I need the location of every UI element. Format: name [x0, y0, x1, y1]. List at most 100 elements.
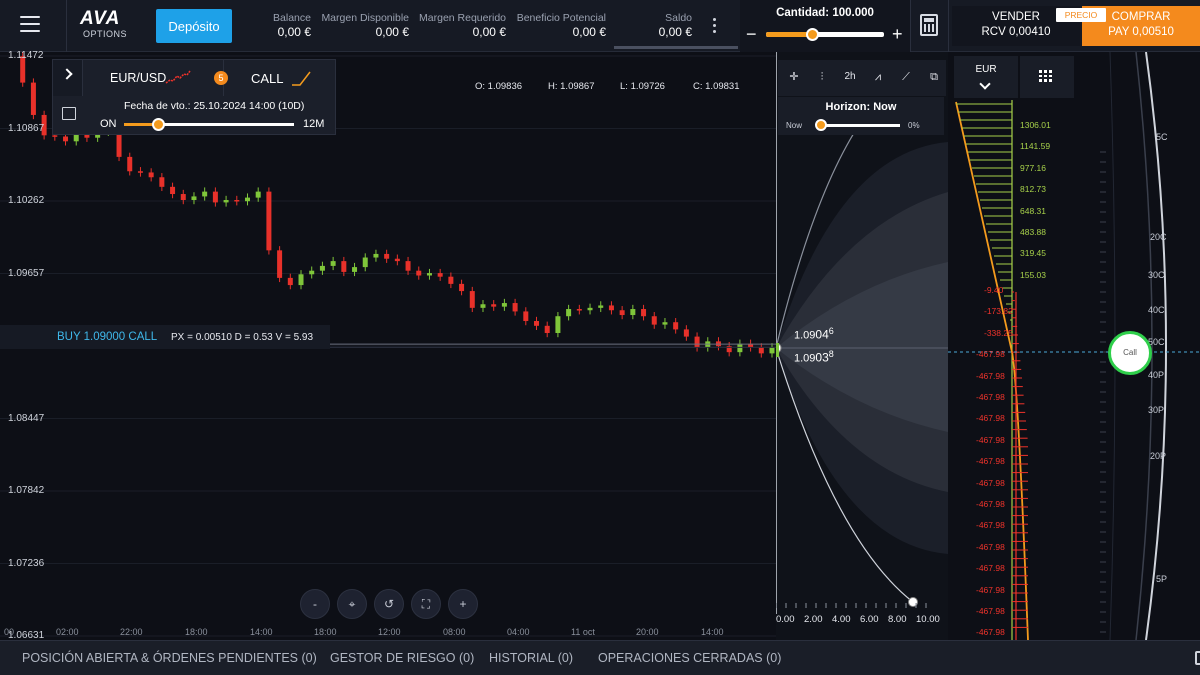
quantity-slider-thumb[interactable] — [806, 28, 820, 41]
candle-body — [319, 265, 325, 271]
window-icon[interactable] — [1195, 651, 1200, 665]
loss-value: -467.98 — [976, 606, 1005, 616]
buy-price: PAY 0,00510 — [1108, 26, 1174, 38]
bottom-tabs: POSICIÓN ABIERTA & ÓRDENES PENDIENTES (0… — [0, 640, 1200, 675]
candle-body — [769, 347, 775, 354]
option-type-selector[interactable]: CALL — [225, 60, 337, 96]
quantity-minus-button[interactable]: − — [746, 24, 757, 44]
calendar-icon[interactable] — [62, 107, 76, 120]
candle-body — [287, 277, 293, 286]
candle-body — [694, 336, 700, 348]
candle-body — [84, 134, 90, 138]
candle-body — [298, 274, 304, 286]
stat-value: 0,00 € — [472, 25, 506, 39]
y-axis-tick: 1.09657 — [8, 267, 45, 279]
tab-history[interactable]: HISTORIAL (0) — [489, 651, 574, 665]
candle-body — [63, 136, 69, 142]
position-greeks: PX = 0.00510 D = 0.53 V = 5.93 — [171, 332, 314, 343]
expiry-slider-fill — [124, 123, 158, 126]
fit-screen-icon[interactable]: ⛶ — [411, 589, 441, 619]
zoom-in-button[interactable]: + — [448, 589, 478, 619]
more-options-icon[interactable] — [710, 18, 718, 34]
currency-selector[interactable]: EUR — [954, 56, 1018, 98]
saldo-underline — [614, 46, 738, 49]
timeframe-button[interactable]: 2h — [844, 71, 856, 82]
y-axis-tick: 1.06631 — [8, 630, 45, 641]
balance-stat: Balance 0,00 € — [273, 12, 311, 40]
candle-body — [180, 194, 186, 201]
candle-body — [255, 191, 261, 198]
candle-body — [384, 253, 390, 259]
price-chart[interactable]: 1.114721.108671.102621.096571.090521.084… — [0, 50, 776, 641]
calculator-icon[interactable] — [920, 14, 938, 36]
horizon-percent: 0% — [908, 121, 920, 130]
candlestick-chart[interactable] — [0, 52, 776, 640]
x-axis-tick: 14:00 — [701, 627, 724, 637]
ohlc-close: C: 1.09831 — [693, 81, 740, 92]
candle-body — [587, 307, 593, 311]
strike-label: 5C — [1156, 132, 1168, 142]
draw-line-icon[interactable]: ⟋ — [902, 71, 910, 83]
strike-label: 20C — [1150, 232, 1167, 242]
menu-icon[interactable] — [20, 16, 40, 32]
quantity-plus-button[interactable]: + — [892, 24, 903, 44]
expiry-slider[interactable] — [124, 118, 294, 131]
expiry-slider-thumb[interactable] — [152, 118, 165, 131]
tab-open-positions[interactable]: POSICIÓN ABIERTA & ÓRDENES PENDIENTES (0… — [22, 651, 317, 665]
expiry-slider-min: ON — [100, 118, 117, 130]
pair-badge: 5 — [214, 71, 228, 85]
candle-body — [116, 129, 122, 157]
stat-label: Balance — [273, 12, 311, 24]
reset-icon[interactable]: ↺ — [374, 589, 404, 619]
candle-body — [223, 200, 229, 203]
call-strike-marker[interactable]: Call — [1108, 331, 1152, 375]
pair-label: EUR/USD — [110, 71, 167, 85]
price-badge[interactable]: PRECIO — [1056, 8, 1106, 22]
crosshair-icon[interactable]: ⌖ — [337, 589, 367, 619]
expand-panel-button[interactable] — [53, 60, 83, 96]
popout-icon[interactable]: ⧉ — [930, 71, 938, 83]
loss-value: -467.98 — [976, 627, 1005, 638]
candle-body — [20, 56, 26, 83]
candle-body — [244, 197, 250, 202]
loss-value: -467.98 — [976, 456, 1005, 467]
x-axis-tick: 00 — [4, 627, 15, 637]
logo: AVA OPTIONS — [80, 8, 140, 42]
position-name: BUY 1.09000 CALL — [57, 331, 158, 343]
tab-risk-manager[interactable]: GESTOR DE RIESGO (0) — [330, 651, 475, 665]
candle-body — [426, 273, 432, 276]
deposit-button[interactable]: Depósito — [156, 9, 232, 43]
position-label[interactable]: BUY 1.09000 CALL PX = 0.00510 D = 0.53 V… — [0, 325, 330, 349]
pair-selector[interactable]: EUR/USD 5 — [84, 60, 228, 96]
indicators-icon[interactable]: ⫶ — [820, 71, 824, 83]
horizon-slider[interactable] — [815, 119, 900, 131]
loss-value: -467.98 — [976, 541, 1005, 552]
option-type-label: CALL — [251, 71, 284, 86]
grid-view-button[interactable] — [1020, 56, 1074, 98]
sparkline-icon — [165, 70, 191, 84]
chart-type-icon[interactable]: ⩘ — [874, 71, 882, 83]
strike-label: 40C — [1148, 305, 1165, 315]
quantity-slider[interactable] — [766, 28, 884, 41]
tab-closed-trades[interactable]: OPERACIONES CERRADAS (0) — [598, 651, 782, 665]
loss-value: -467.98 — [976, 499, 1005, 509]
horizon-slider-thumb[interactable] — [815, 119, 827, 131]
grid-icon — [1039, 70, 1053, 82]
call-payoff-icon — [292, 71, 311, 86]
wheel-graphic — [1076, 52, 1200, 640]
candle-body — [137, 171, 143, 173]
candle-body — [309, 270, 315, 275]
stat-value: 0,00 € — [572, 25, 606, 39]
buy-button[interactable]: COMPRAR PAY 0,00510 — [1082, 6, 1200, 46]
candle-body — [534, 321, 540, 326]
crosshair-tool-icon[interactable]: ✛ — [789, 71, 799, 83]
candle-body — [748, 343, 754, 348]
zoom-out-button[interactable]: - — [300, 589, 330, 619]
candle-body — [630, 309, 636, 316]
x-axis-tick: 04:00 — [507, 627, 530, 637]
logo-text: AVA — [80, 8, 121, 29]
stat-value: 0,00 € — [375, 25, 409, 39]
loss-value: -338.25 — [984, 327, 1013, 338]
payoff-curve — [955, 101, 1029, 640]
candle-body — [148, 172, 154, 178]
